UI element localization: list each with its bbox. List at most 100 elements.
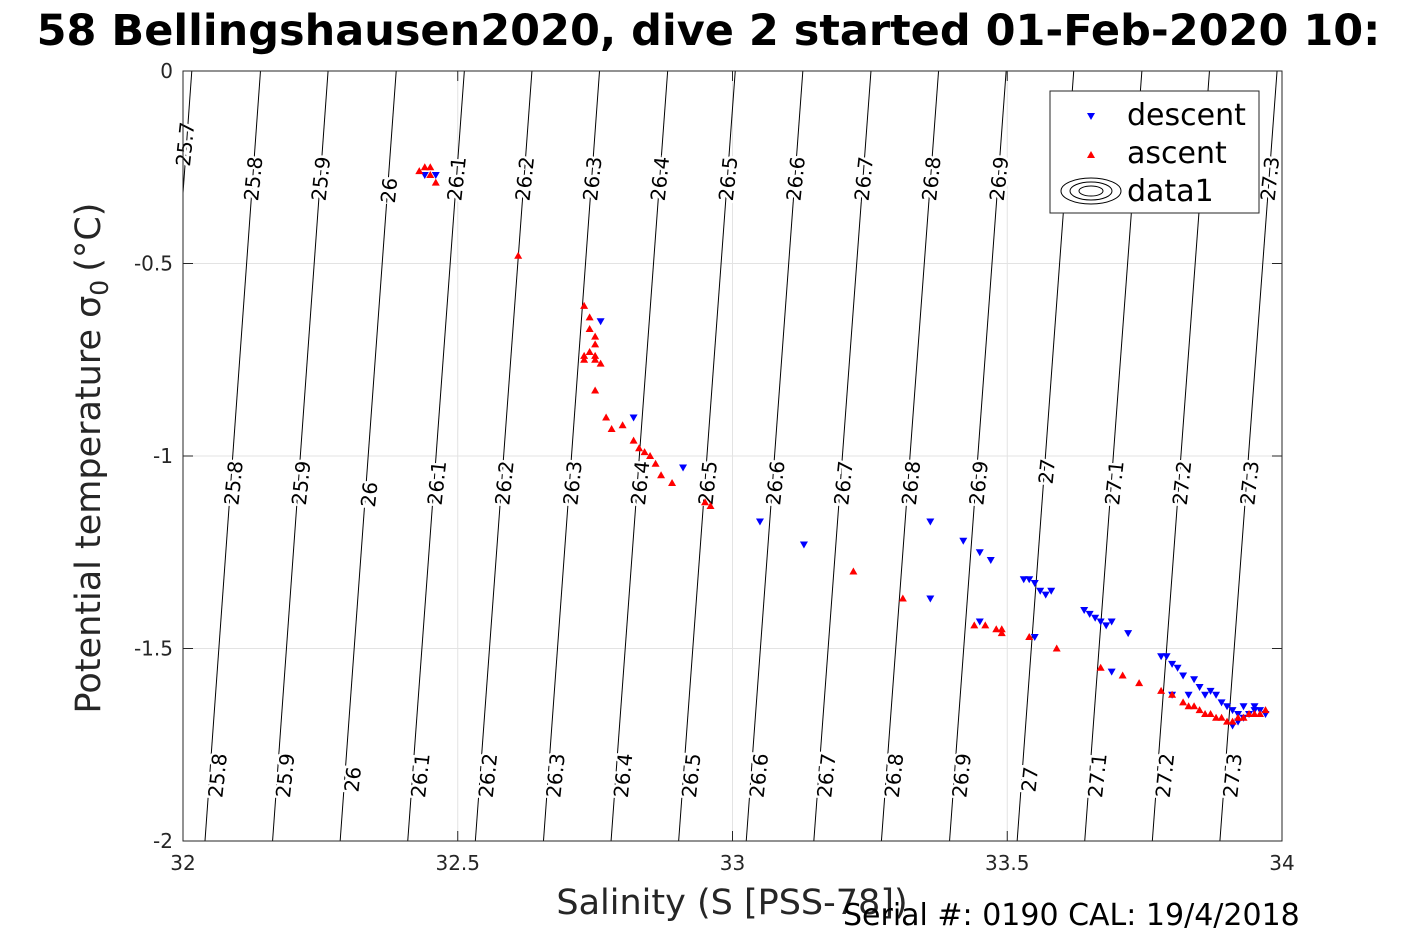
ascent-point — [997, 629, 1006, 637]
ascent-point — [1118, 671, 1127, 679]
ascent-point — [1135, 679, 1144, 687]
contour-line — [745, 70, 804, 842]
contour-label: 27.3 — [1256, 155, 1285, 202]
ascent-point — [426, 163, 435, 171]
contour-label: 25.9 — [307, 155, 336, 202]
contour-label: 25.8 — [203, 752, 232, 799]
legend-contour-marker — [1060, 177, 1122, 205]
ascent-point — [426, 170, 435, 178]
descent-point — [1184, 691, 1193, 699]
descent-point — [1206, 687, 1215, 695]
ascent-point — [580, 351, 589, 359]
descent-point — [1025, 576, 1034, 584]
ascent-point — [970, 621, 979, 629]
descent-point — [1041, 591, 1050, 599]
ascent-point — [981, 621, 990, 629]
contour-line — [949, 70, 1007, 842]
contour-label: 26.7 — [850, 155, 879, 202]
contour-label: 26.3 — [578, 155, 607, 202]
ascent-point — [997, 625, 1006, 633]
descent-point — [926, 518, 935, 526]
contour-label: 26.4 — [626, 460, 655, 507]
y-axis-label-subscript: 0 — [85, 280, 114, 296]
descent-point — [1179, 672, 1188, 680]
descent-point — [1212, 691, 1221, 699]
descent-point — [975, 549, 984, 557]
ascent-point — [1025, 632, 1034, 640]
ascent-point — [591, 332, 600, 340]
ascent-point — [849, 567, 858, 575]
descent-point — [1085, 610, 1094, 618]
descent-point — [629, 414, 638, 422]
contour-label: 27 — [1034, 457, 1061, 485]
contour-label: 27.1 — [1100, 460, 1129, 507]
ascent-point — [591, 340, 600, 348]
contour-label: 26 — [356, 481, 383, 509]
descent-point — [679, 464, 688, 472]
legend-data1-label: data1 — [1127, 174, 1214, 209]
contour-line — [880, 70, 940, 842]
descent-point — [1091, 614, 1100, 622]
ascent-point — [1250, 709, 1259, 717]
descent-point — [1157, 653, 1166, 661]
descent-point — [975, 618, 984, 626]
descent-point — [926, 595, 935, 603]
axis-ticks: 32 32.5 33 33.5 34 0 -0.5 -1 -1.5 -2 — [134, 59, 1295, 875]
ascent-point — [1228, 717, 1237, 725]
contour-label: 26.2 — [511, 155, 540, 202]
contour-label: 26 — [376, 176, 403, 204]
ascent-point — [1190, 702, 1199, 710]
contour-label: 26.5 — [694, 460, 723, 507]
contour-label: 26.9 — [964, 460, 993, 507]
descent-point — [1195, 684, 1204, 691]
ascent-point — [1239, 713, 1248, 721]
ascent-point — [585, 324, 594, 332]
descent-point — [1250, 703, 1259, 711]
contour-label: 25.8 — [239, 155, 268, 202]
descent-point — [431, 171, 440, 179]
x-tick-label: 33.5 — [985, 851, 1030, 875]
y-axis-label-unit: (°C) — [69, 203, 109, 272]
descent-point — [1047, 587, 1056, 595]
ascent-point — [591, 351, 600, 359]
contour-label: 25.7 — [171, 121, 200, 168]
descent-point — [1030, 633, 1039, 641]
ascent-point — [607, 425, 616, 433]
ascent-point — [618, 421, 627, 429]
ascent-point — [1179, 698, 1188, 706]
contour-label: 25.9 — [287, 460, 316, 507]
descent-point — [1228, 707, 1237, 715]
contour-line — [272, 70, 329, 842]
descent-point — [1223, 703, 1232, 711]
descent-point — [959, 537, 968, 545]
x-tick-label: 34 — [1269, 851, 1294, 875]
descent-point — [1217, 699, 1226, 707]
ascent-point — [1168, 690, 1177, 698]
ascent-point — [1157, 686, 1166, 694]
contour-label: 26.3 — [558, 460, 587, 507]
ascent-point — [706, 502, 715, 510]
y-axis-label: Potential temperature σ0 (°C) — [69, 203, 114, 714]
descent-point — [755, 518, 764, 526]
x-tick-label: 33 — [720, 851, 745, 875]
descent-point — [1107, 668, 1116, 676]
contour-line — [678, 70, 736, 842]
ascent-point — [1206, 709, 1215, 717]
legend-ascent-marker — [1087, 151, 1095, 158]
descent-point — [1096, 618, 1105, 626]
contour-label: 26.6 — [781, 155, 810, 202]
contour-label: 26.2 — [474, 752, 503, 799]
descent-point — [799, 541, 808, 549]
ascent-point — [580, 355, 589, 363]
contour-label: 26.9 — [947, 752, 976, 799]
descent-point — [1030, 580, 1039, 588]
chart-title: 58 Bellingshausen2020, dive 2 started 01… — [36, 6, 1381, 56]
descent-point — [1239, 703, 1248, 711]
ascent-point — [898, 594, 907, 602]
descent-point — [1190, 676, 1199, 684]
descent-point — [1107, 618, 1116, 626]
contour-label: 27.3 — [1218, 752, 1247, 799]
ascent-point — [1217, 713, 1226, 721]
descent-point — [986, 556, 995, 564]
